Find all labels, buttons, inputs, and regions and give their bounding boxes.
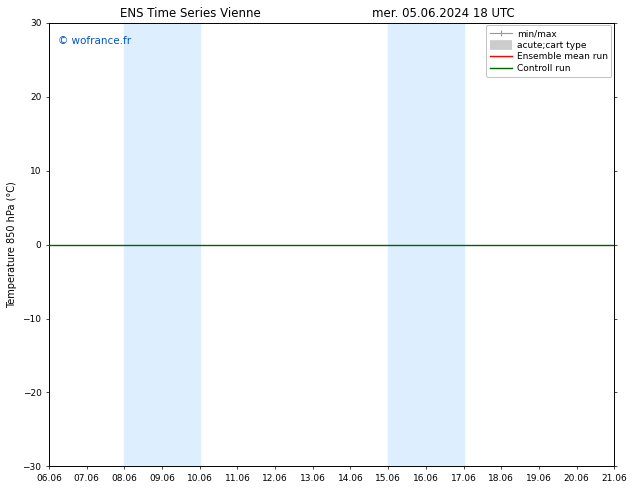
Legend: min/max, acute;cart type, Ensemble mean run, Controll run: min/max, acute;cart type, Ensemble mean … [486,25,611,77]
Bar [124,23,200,466]
Text: © wofrance.fr: © wofrance.fr [58,36,131,46]
Text: mer. 05.06.2024 18 UTC: mer. 05.06.2024 18 UTC [372,7,515,21]
Bar [388,23,463,466]
Y-axis label: Temperature 850 hPa (°C): Temperature 850 hPa (°C) [7,181,17,308]
Text: ENS Time Series Vienne: ENS Time Series Vienne [120,7,261,21]
